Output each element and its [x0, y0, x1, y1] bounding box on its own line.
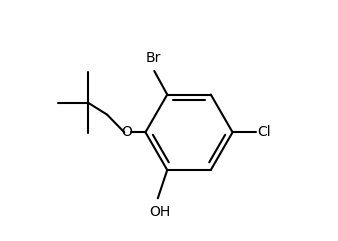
Text: Cl: Cl [257, 125, 271, 139]
Text: OH: OH [149, 205, 171, 219]
Text: Br: Br [145, 51, 161, 65]
Text: O: O [122, 125, 132, 139]
